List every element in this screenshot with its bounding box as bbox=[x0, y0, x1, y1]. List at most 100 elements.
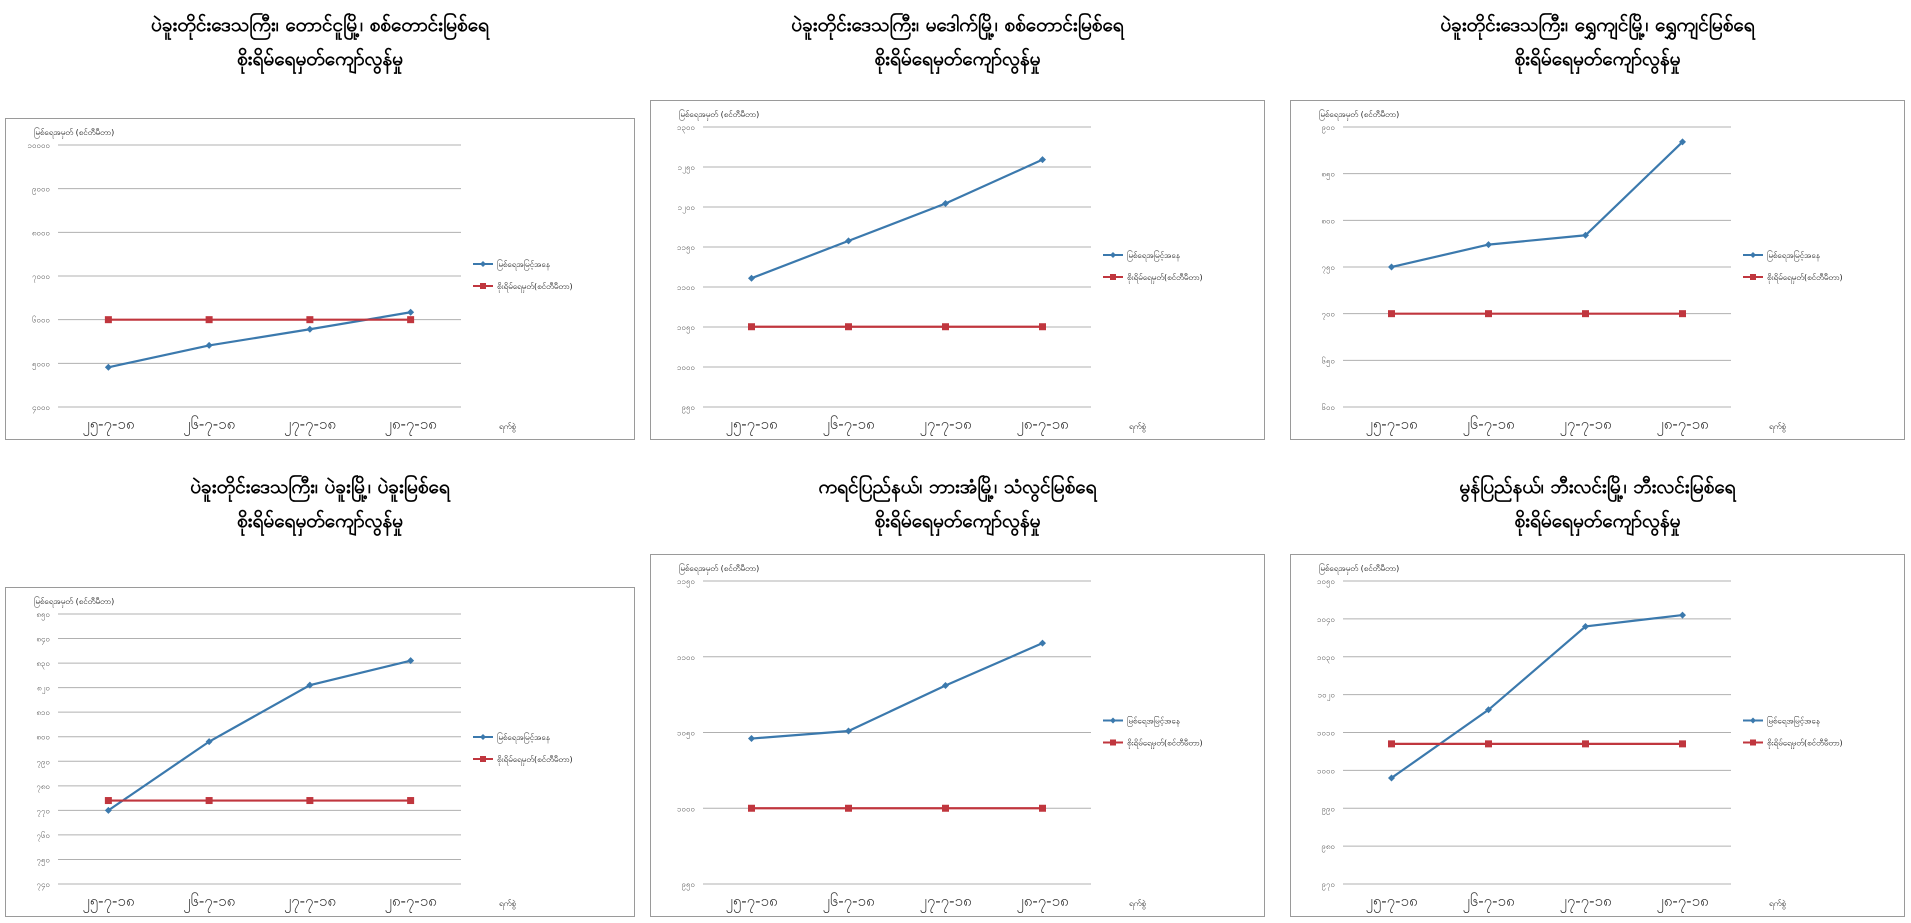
x-tick-label: ၂၇-၇-၁၈ bbox=[919, 415, 971, 436]
chart-title: ပဲခူးတိုင်းဒေသကြီး၊ ရွှေကျင်မြို့၊ ရွှေက… bbox=[1290, 8, 1905, 76]
legend-label-danger-level: စိုးရိမ်ရေမှတ်(စင်တီမီတာ) bbox=[1767, 272, 1843, 284]
danger-level-point bbox=[1039, 804, 1046, 812]
water-level-line bbox=[107, 659, 411, 812]
water-level-point bbox=[104, 806, 112, 814]
chart-panel-6: မွန်ပြည်နယ်၊ ဘီးလင်းမြို့၊ ဘီးလင်းမြစ်ရေ… bbox=[1290, 462, 1905, 917]
water-level-point bbox=[748, 735, 755, 743]
chart-subtitle: စိုးရိမ်ရေမှတ်ကျော်လွန်မှု bbox=[236, 510, 404, 532]
x-tick-label: ၂၅-၇-၁၈ bbox=[82, 415, 134, 436]
x-tick-label: ၂၇-၇-၁၈ bbox=[1559, 415, 1611, 436]
chart-subtitle: စိုးရိမ်ရေမှတ်ကျော်လွန်မှု bbox=[1514, 510, 1681, 532]
water-level-point bbox=[306, 681, 314, 689]
x-tick-label: ၂၅-၇-၁၈ bbox=[725, 415, 777, 436]
x-axis-title: ရက်စွဲ bbox=[1129, 898, 1146, 910]
y-tick-label: ၁၀၂၀ bbox=[1318, 691, 1335, 702]
y-tick-label: ၉၉၀ bbox=[1322, 804, 1336, 815]
legend-marker bbox=[1110, 739, 1116, 746]
x-tick-label: ၂၆-၇-၁၈ bbox=[822, 892, 874, 913]
y-tick-label: ၇၆၀ bbox=[37, 830, 51, 842]
water-level-line bbox=[1390, 613, 1683, 779]
danger-level-point bbox=[1388, 310, 1395, 318]
y-tick-label: ၁၁၅၀ bbox=[677, 243, 695, 254]
y-axis-title: မြစ်ရေအမှတ် (စင်တီမီတာ) bbox=[1319, 109, 1399, 121]
water-level-point bbox=[205, 341, 213, 349]
chart-svg: မြစ်ရေအမှတ် (စင်တီမီတာ) ၉၅၀ ၁၀၀၀ ၁၀၅၀ ၁၁၀၀ ၁၁… bbox=[677, 109, 1203, 436]
chart-frame: မြစ်ရေအမှတ် (စင်တီမီတာ) ၇၄၀ ၇၅၀ ၇၆၀ ၇၇၀ ၇၈၀ ၇၉… bbox=[5, 587, 635, 917]
x-tick-label: ၂၈-၇-၁၈ bbox=[1656, 892, 1708, 913]
y-tick-label: ၆၀၀ bbox=[1322, 402, 1336, 412]
chart-title: မွန်ပြည်နယ်၊ ဘီးလင်းမြို့၊ ဘီးလင်းမြစ်ရေ… bbox=[1290, 470, 1905, 538]
chart-title-line1: ပဲခူးတိုင်းဒေသကြီး၊ ပဲခူးမြို့၊ ပဲခူးမြစ… bbox=[190, 476, 450, 498]
danger-level-point bbox=[205, 797, 213, 805]
legend-label-danger-level: စိုးရိမ်ရေမှတ်(စင်တီမီတာ) bbox=[1127, 272, 1203, 284]
y-axis-title: မြစ်ရေအမှတ် (စင်တီမီတာ) bbox=[34, 596, 114, 608]
water-level-point bbox=[748, 274, 755, 282]
water-level-point bbox=[205, 738, 213, 746]
chart-panel-1: ပဲခူးတိုင်းဒေသကြီး၊ တောင်ငူမြို့၊ စစ်တော… bbox=[5, 0, 635, 440]
water-level-point bbox=[407, 657, 415, 665]
y-tick-label: ၈၁၀ bbox=[36, 708, 50, 717]
y-tick-label: ၁၁၅၀ bbox=[677, 577, 695, 588]
water-level-point bbox=[1582, 622, 1589, 630]
chart-frame: မြစ်ရေအမှတ် (စင်တီမီတာ) ၆၀၀ ၆၅၀ ၇၀၀ ၇၅၀ ၈၀၀ ၈၅… bbox=[1290, 100, 1905, 440]
y-tick-label: ၇၀၀၀ bbox=[32, 272, 50, 283]
y-tick-label: ၉၀၀၀ bbox=[32, 185, 50, 196]
water-level-point bbox=[306, 325, 314, 333]
legend-marker bbox=[480, 261, 486, 267]
y-tick-label: ၁၁၀၀ bbox=[677, 653, 695, 662]
legend-marker bbox=[480, 756, 486, 762]
legend-label-water-level: မြစ်ရေအမြင့်အနေ bbox=[1767, 250, 1821, 262]
legend-label-danger-level: စိုးရိမ်ရေမှတ်(စင်တီမီတာ) bbox=[1767, 738, 1843, 750]
chart-frame: မြစ်ရေအမှတ် (စင်တီမီတာ) ၉၅၀ ၁၀၀၀ ၁၀၅၀ ၁၁၀၀ ၁၁… bbox=[650, 554, 1265, 917]
chart-title-line1: ပဲခူးတိုင်းဒေသကြီး၊ မဒေါက်မြို့၊ စစ်တောင… bbox=[791, 14, 1124, 36]
legend-marker bbox=[480, 283, 486, 289]
x-tick-label: ၂၆-၇-၁၈ bbox=[1462, 892, 1514, 913]
water-level-line bbox=[1391, 141, 1684, 269]
y-tick-label: ၇၉၀ bbox=[37, 757, 51, 768]
y-tick-label: ၁၁၀၀ bbox=[677, 283, 695, 292]
danger-level-point bbox=[306, 797, 314, 805]
x-tick-label: ၂၅-၇-၁၈ bbox=[1365, 415, 1417, 436]
chart-subtitle: စိုးရိမ်ရေမှတ်ကျော်လွန်မှု bbox=[874, 510, 1041, 532]
legend-marker bbox=[1110, 717, 1116, 724]
water-level-point bbox=[845, 237, 852, 245]
danger-level-point bbox=[942, 804, 949, 812]
y-tick-label: ၅၀၀၀ bbox=[32, 359, 50, 370]
chart-svg: မြစ်ရေအမှတ် (စင်တီမီတာ) ၄၀၀၀ ၅၀၀၀ ၆၀၀၀ ၇၀၀၀ ၈… bbox=[28, 127, 573, 436]
y-tick-label: ၁၂၅၀ bbox=[678, 163, 695, 174]
water-level-point bbox=[1039, 156, 1046, 164]
y-tick-label: ၉၇၀ bbox=[1322, 880, 1336, 891]
y-tick-label: ၁၀၀၀ bbox=[1317, 766, 1335, 775]
x-axis-title: ရက်စွဲ bbox=[499, 421, 516, 433]
y-tick-label: ၈၅၀ bbox=[36, 610, 50, 621]
y-tick-label: ၉၈၀ bbox=[1321, 842, 1335, 853]
chart-svg: မြစ်ရေအမှတ် (စင်တီမီတာ) ၉၅၀ ၁၀၀၀ ၁၀၅၀ ၁၁၀၀ ၁၁… bbox=[677, 563, 1203, 913]
chart-frame: မြစ်ရေအမှတ် (စင်တီမီတာ) ၄၀၀၀ ၅၀၀၀ ၆၀၀၀ ၇၀၀၀ ၈… bbox=[5, 118, 635, 440]
chart-subtitle: စိုးရိမ်ရေမှတ်ကျော်လွန်မှု bbox=[236, 48, 404, 70]
y-tick-label: ၁၀၅၀ bbox=[677, 323, 695, 334]
legend-marker bbox=[1110, 252, 1116, 258]
water-level-point bbox=[1039, 639, 1046, 647]
danger-level-point bbox=[306, 316, 314, 324]
y-tick-label: ၈၂၀ bbox=[37, 684, 50, 695]
danger-level-point bbox=[407, 316, 415, 324]
y-tick-label: ၁၀၀၀ bbox=[677, 804, 695, 813]
chart-svg: မြစ်ရေအမှတ် (စင်တီမီတာ) ၉၇၀ ၉၈၀ ၉၉၀ ၁၀၀၀ ၁၀၁၀… bbox=[1317, 563, 1843, 913]
x-axis-title: ရက်စွဲ bbox=[1769, 898, 1786, 910]
chart-panel-5: ကရင်ပြည်နယ်၊ ဘားအံမြို့၊ သံလွင်မြစ်ရေ စို… bbox=[650, 462, 1265, 917]
danger-level-point bbox=[942, 323, 949, 331]
legend-label-water-level: မြစ်ရေအမြင့်အနေ bbox=[1127, 250, 1181, 262]
danger-level-point bbox=[104, 797, 112, 805]
x-tick-label: ၂၈-၇-၁၈ bbox=[385, 415, 437, 436]
chart-title-line1: ပဲခူးတိုင်းဒေသကြီး၊ ရွှေကျင်မြို့၊ ရွှေက… bbox=[1440, 14, 1755, 36]
y-tick-label: ၉၅၀ bbox=[682, 403, 696, 414]
water-level-point bbox=[1388, 263, 1395, 271]
x-tick-label: ၂၆-၇-၁၈ bbox=[822, 415, 874, 436]
x-axis-title: ရက်စွဲ bbox=[499, 898, 516, 910]
chart-panel-4: ပဲခူးတိုင်းဒေသကြီး၊ ပဲခူးမြို့၊ ပဲခူးမြစ… bbox=[5, 462, 635, 917]
x-tick-label: ၂၈-၇-၁၈ bbox=[1656, 415, 1708, 436]
x-tick-label: ၂၇-၇-၁၈ bbox=[1559, 892, 1611, 913]
legend-label-danger-level: စိုးရိမ်ရေမှတ်(စင်တီမီတာ) bbox=[497, 281, 573, 293]
danger-level-point bbox=[1679, 740, 1686, 748]
water-level-point bbox=[407, 308, 415, 316]
